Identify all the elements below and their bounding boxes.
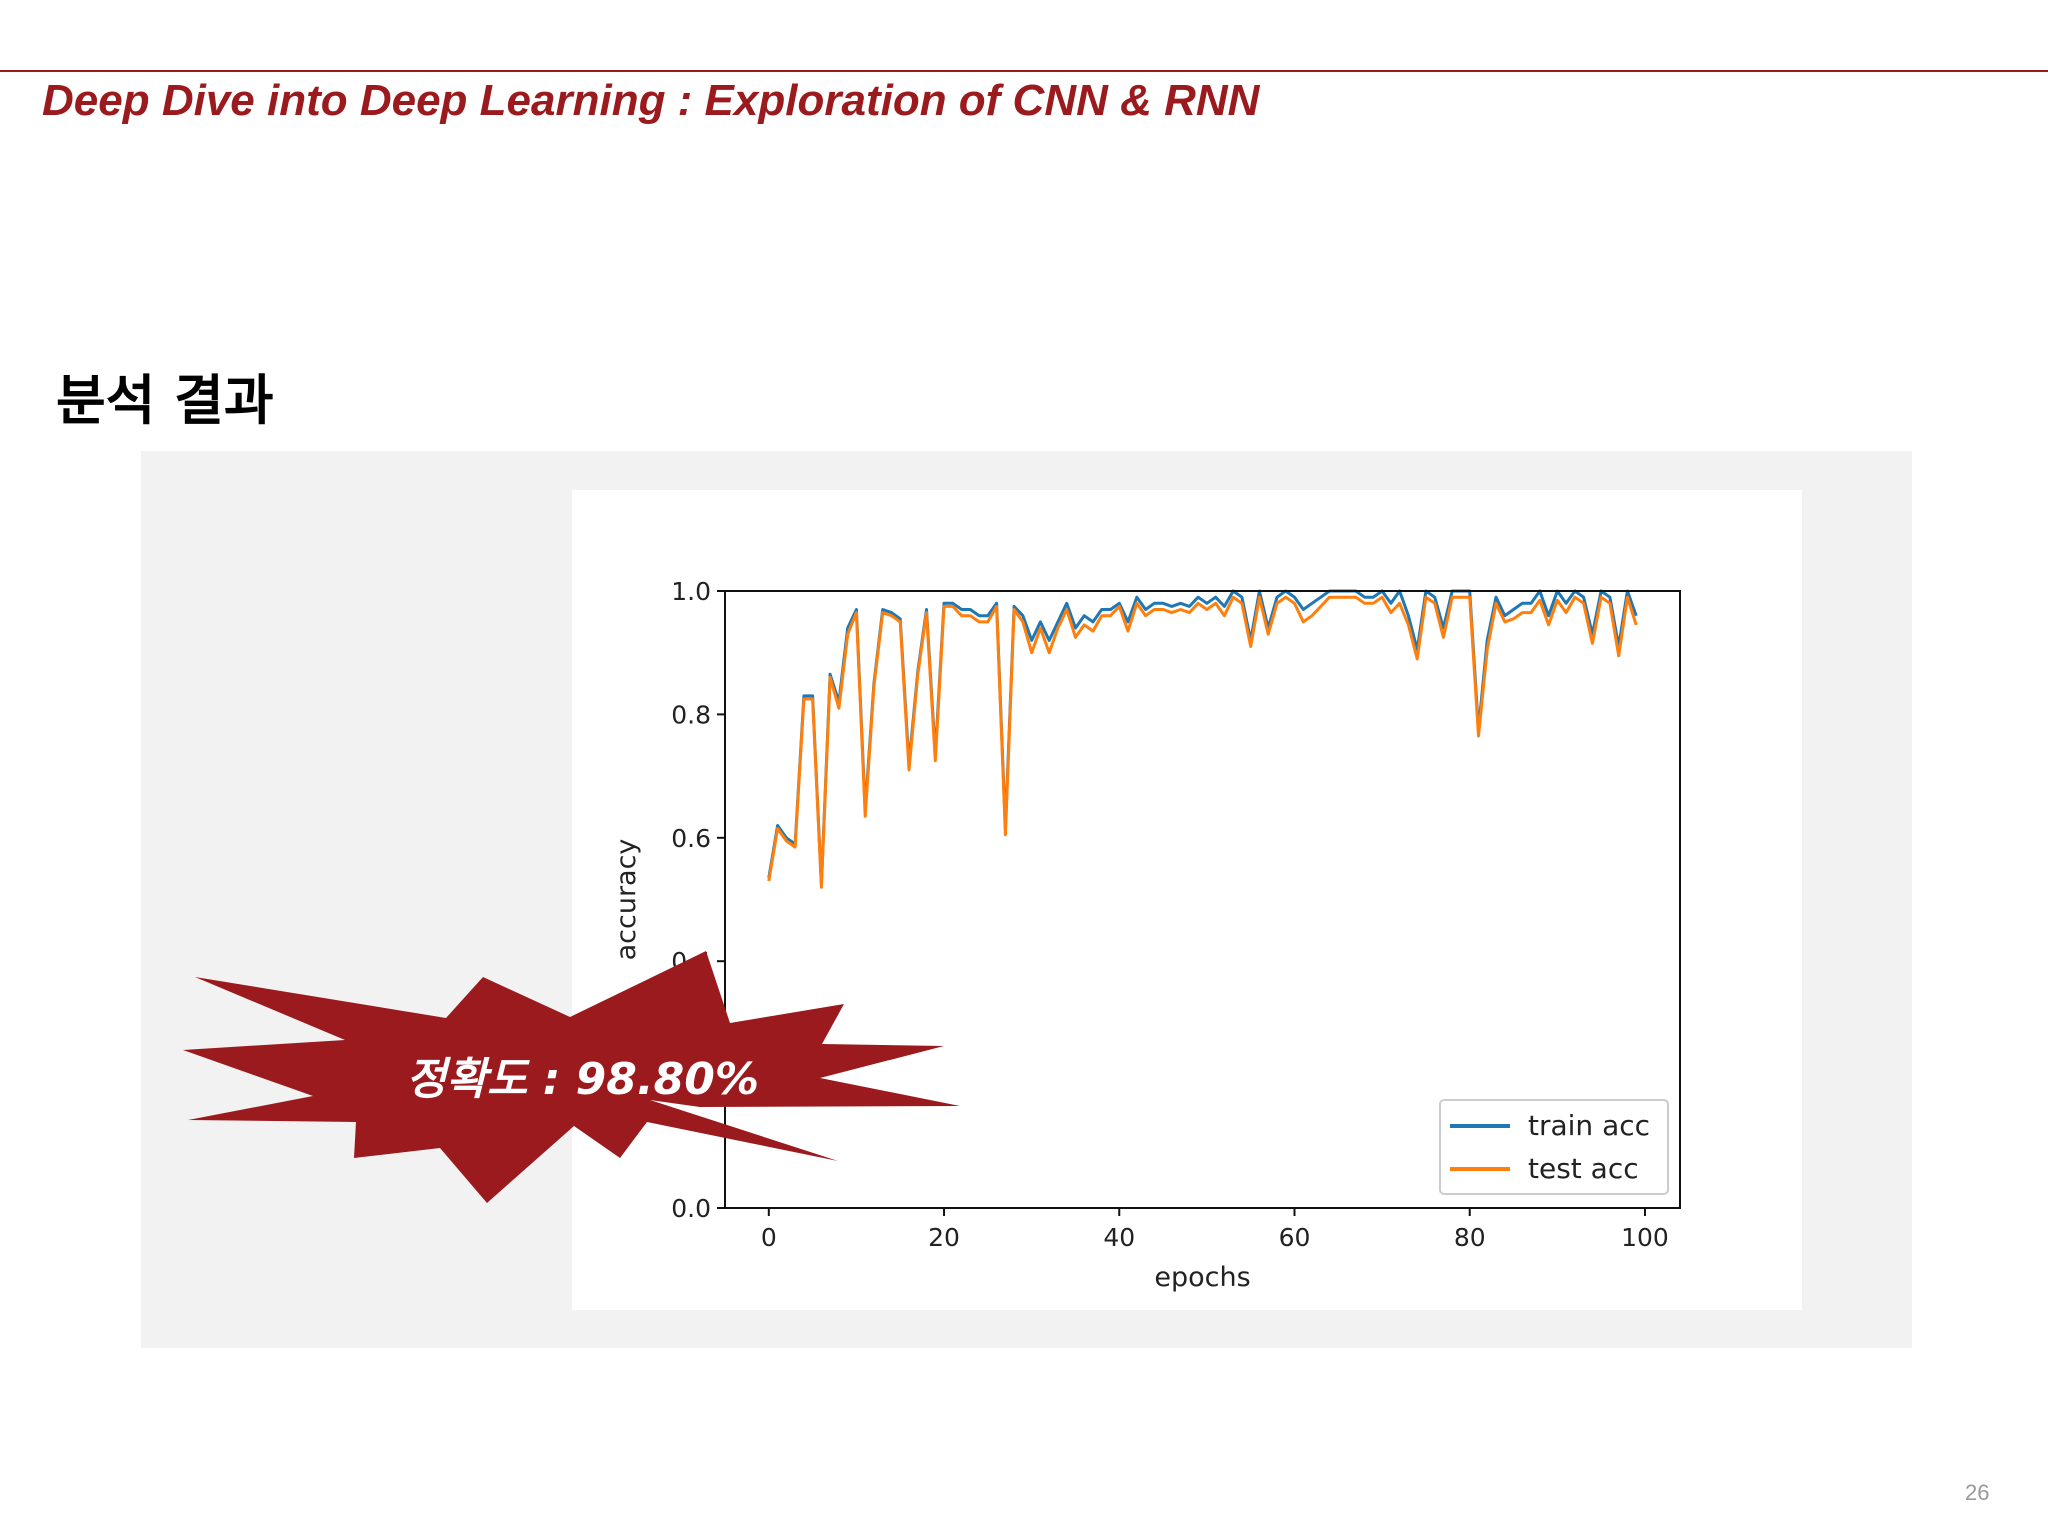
section-heading: 분석 결과 xyxy=(56,369,274,432)
chart-card: 0.0 0.2 0.4 0.6 0.8 1.0 0 20 40 60 80 100 epochs accu… xyxy=(572,490,1802,1310)
y-tick-label: 0.8 xyxy=(671,700,711,729)
y-tick-label: 0.4 xyxy=(671,947,711,976)
y-tick-label: 0.6 xyxy=(671,824,711,853)
x-axis-label: epochs xyxy=(1154,1262,1250,1293)
series-line-test-acc xyxy=(767,595,1638,889)
series-line-train-acc xyxy=(767,589,1638,886)
x-tick-label: 100 xyxy=(1621,1223,1669,1252)
title-rule xyxy=(0,70,2048,72)
y-axis-label: accuracy xyxy=(611,839,642,961)
page-number: 26 xyxy=(1965,1480,1990,1505)
y-tick-label: 1.0 xyxy=(671,577,711,606)
y-tick-label: 0.0 xyxy=(671,1194,711,1223)
slide-title: Deep Dive into Deep Learning : Explorati… xyxy=(42,76,1260,125)
x-tick-label: 60 xyxy=(1279,1223,1311,1252)
legend-label-train-acc: train acc xyxy=(1528,1109,1650,1142)
accuracy-callout-text: 정확도 : 98.80% xyxy=(406,1054,759,1105)
legend-label-test-acc: test acc xyxy=(1528,1152,1639,1185)
x-tick-label: 40 xyxy=(1103,1223,1135,1252)
plot-frame xyxy=(724,590,1681,1209)
x-tick-label: 0 xyxy=(761,1223,777,1252)
x-tick-label: 20 xyxy=(928,1223,960,1252)
accuracy-chart: 0.00.20.40.60.81.00 20 40 60 80 100epochsaccu… xyxy=(611,577,1681,1293)
x-tick-label: 80 xyxy=(1454,1223,1486,1252)
